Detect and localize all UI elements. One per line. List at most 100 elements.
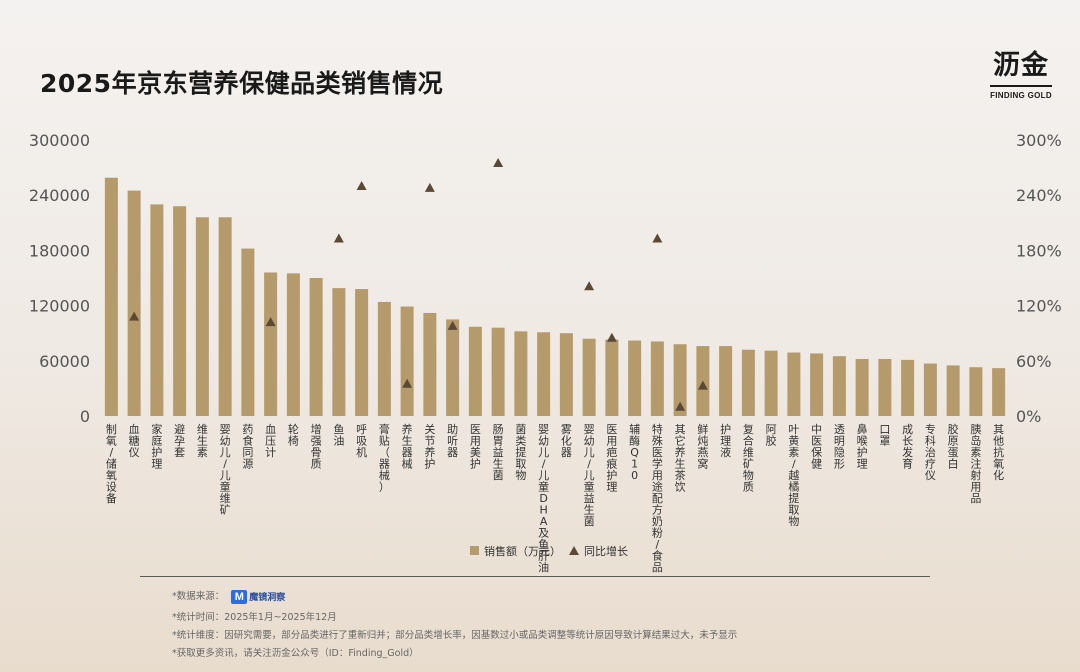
y-right-tick-label: 300%	[1016, 131, 1062, 150]
bar	[650, 341, 664, 416]
bar	[719, 346, 733, 416]
bar	[446, 319, 460, 416]
y-left-tick-label: 180000	[29, 241, 90, 260]
x-tick-label: 养生器械养生器械	[402, 422, 413, 471]
footer-more: *获取更多资讯，请关注沥金公众号（ID：Finding_Gold）	[172, 648, 419, 659]
x-tick-label: 辅酶 Q 1 0辅酶Q10	[629, 422, 640, 482]
footer-source-label: *数据来源：	[172, 591, 225, 602]
x-tick-label: 阿胶阿胶	[766, 423, 777, 448]
x-tick-label: 肠胃益生菌肠胃益生菌	[493, 423, 504, 482]
bar	[309, 278, 323, 416]
growth-point	[424, 182, 435, 192]
y-left-tick-label: 240000	[29, 186, 90, 205]
bar	[673, 344, 687, 416]
x-tick-label: 血压计血压计	[265, 422, 276, 459]
x-tick-label: 制氧/储氧设备制氧/储氧设备	[106, 423, 117, 505]
bar	[969, 367, 983, 416]
y-right-tick-label: 240%	[1016, 186, 1062, 205]
y-right-tick-label: 0%	[1016, 407, 1041, 426]
x-tick-label: 膏贴（器械）膏贴（器械）	[379, 422, 390, 494]
x-tick-label: 特殊医学用途配方奶粉/食品特殊医学用途配方奶粉/食品	[652, 422, 663, 574]
bar	[195, 217, 209, 416]
bar	[377, 301, 391, 416]
growth-point	[265, 317, 276, 327]
growth-point	[129, 311, 140, 321]
bar	[491, 327, 505, 416]
growth-point	[584, 281, 595, 291]
y-right-tick-label: 120%	[1016, 297, 1062, 316]
x-tick-label: 关节养护关节养护	[424, 422, 435, 471]
source-logo: M 魔镜洞察	[231, 589, 286, 604]
x-tick-label: 轮椅轮椅	[288, 422, 299, 448]
bar	[764, 350, 778, 416]
bar	[264, 272, 278, 416]
x-tick-label: 家庭护理家庭护理	[151, 422, 162, 471]
bar	[582, 338, 596, 416]
bar	[286, 273, 300, 416]
y-right-tick-label: 180%	[1016, 241, 1062, 260]
x-tick-label: 菌类提取物菌类提取物	[515, 423, 526, 482]
growth-point	[356, 181, 367, 190]
growth-point	[675, 401, 686, 411]
bar	[514, 331, 528, 416]
y-left-tick-label: 300000	[29, 131, 90, 150]
growth-point	[447, 320, 458, 330]
bar	[810, 353, 824, 416]
bar	[992, 368, 1006, 416]
source-logo-text: 魔镜洞察	[249, 592, 286, 603]
bar	[878, 358, 892, 416]
bar	[468, 326, 482, 416]
x-tick-label: 婴幼儿/儿童益生菌婴幼儿/儿童益生菌	[584, 423, 595, 528]
legend-growth-swatch	[569, 546, 579, 555]
x-tick-label: 护理液护理液	[720, 422, 731, 459]
bar	[946, 365, 960, 416]
y-left-tick-label: 0	[80, 407, 90, 426]
x-tick-label: 雾化器雾化器	[561, 423, 572, 459]
growth-point	[652, 233, 663, 243]
footer-period: *统计时间：2025年1月~2025年12月	[172, 612, 337, 623]
bar	[605, 339, 619, 416]
sales-chart: 0 60000 120000 180000 240000 300000 0% 60% 120% 1…	[29, 131, 1062, 574]
x-tick-label: 叶黄素/越橘提取物叶黄素/越橘提取物	[788, 423, 799, 528]
x-tick-label: 口罩口罩	[879, 423, 890, 448]
growth-point	[606, 332, 617, 342]
bar	[855, 358, 869, 416]
brand-logo: 沥金 FINDING GOLD	[988, 50, 1054, 100]
y-right-tick-label: 60%	[1016, 352, 1052, 371]
x-tick-label: 助听器助听器	[447, 422, 458, 459]
x-tick-label: 专科治疗仪专科治疗仪	[925, 422, 936, 482]
bar	[104, 177, 118, 416]
bar	[787, 352, 801, 416]
legend-growth-label: 同比增长	[584, 544, 628, 558]
x-tick-label: 避孕套避孕套	[174, 422, 185, 459]
bar	[241, 248, 255, 416]
bar	[537, 332, 551, 416]
bar	[332, 288, 346, 416]
bar	[741, 349, 755, 416]
bar	[923, 363, 937, 416]
x-tick-label: 胰岛素注射用品胰岛素注射用品	[970, 422, 981, 505]
y-left-tick-label: 120000	[29, 297, 90, 316]
bar	[218, 217, 232, 416]
x-tick-label: 成长发育成长发育	[902, 423, 913, 471]
bar	[127, 190, 141, 416]
footer-source: *数据来源： M 魔镜洞察	[172, 588, 285, 604]
x-tick-label: 其它养生茶饮其它养生茶饮	[675, 423, 686, 494]
x-tick-label: 透明隐形透明隐形	[834, 423, 845, 471]
x-tick-label: 中医保健中医保健	[811, 423, 822, 471]
growth-point	[493, 158, 504, 167]
x-tick-label: 医用疤痕护理医用疤痕护理	[606, 423, 617, 494]
x-tick-label: 其他抗氧化其他抗氧化	[993, 423, 1004, 482]
x-tick-label: 增强骨质增强骨质	[311, 422, 322, 471]
bar	[423, 312, 437, 416]
bar	[150, 204, 164, 416]
x-tick-label: 医用美护医用美护	[470, 423, 481, 471]
footer-divider	[140, 576, 930, 577]
growth-point	[697, 380, 708, 390]
logo-subtitle: FINDING GOLD	[990, 91, 1052, 100]
legend-bar-swatch	[470, 546, 479, 555]
x-tick-label: 复合维矿物质复合维矿物质	[743, 422, 754, 494]
bar	[559, 333, 573, 416]
x-tick-label: 婴幼儿/儿童维矿婴幼儿/儿童维矿	[220, 423, 231, 517]
